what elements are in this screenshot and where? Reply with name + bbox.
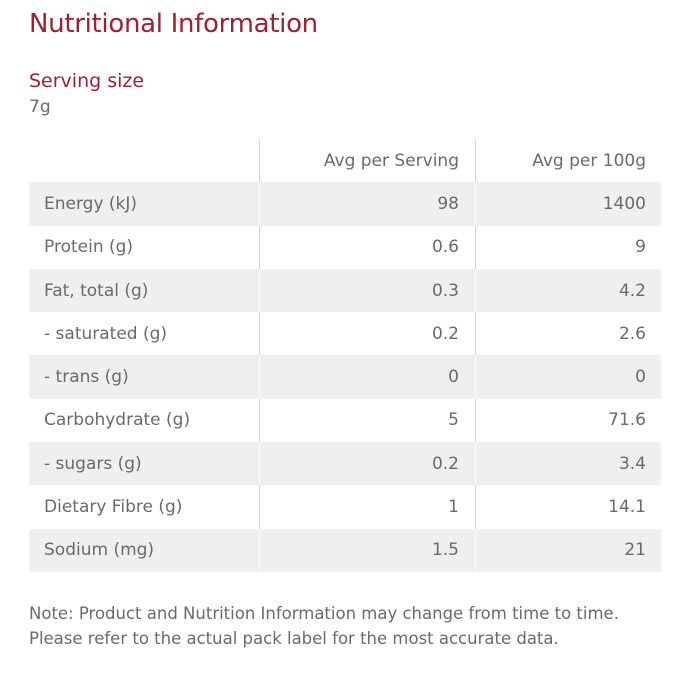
per-serving-value: 1 (260, 485, 476, 529)
per-serving-value: 0.2 (260, 312, 476, 356)
nutrient-name: - saturated (g) (29, 312, 260, 356)
nutrient-name: Dietary Fibre (g) (29, 485, 260, 529)
per-100g-value: 9 (635, 237, 646, 258)
table-row: Carbohydrate (g) 5 71.6 (29, 398, 661, 443)
table-row: Protein (g) 0.6 9 (29, 225, 661, 269)
per-100g-value: 21 (624, 540, 646, 561)
nutrient-name: Carbohydrate (g) (29, 398, 260, 443)
header-per-100g: Avg per 100g (532, 150, 646, 171)
nutrient-name: Protein (g) (29, 225, 260, 269)
page-title: Nutritional Information (29, 9, 318, 39)
table-row: Energy (kJ) 98 1400 (29, 182, 661, 226)
per-serving-value: 0.3 (260, 268, 476, 313)
nutrition-table: Avg per Serving Avg per 100g Energy (kJ)… (29, 139, 661, 572)
header-nutrient (29, 139, 260, 183)
table-row: - trans (g) 0 0 (29, 355, 661, 399)
header-per-serving: Avg per Serving (260, 139, 476, 183)
disclaimer-note: Note: Product and Nutrition Information … (29, 604, 619, 648)
per-100g-value: 2.6 (618, 323, 646, 344)
table-row: Dietary Fibre (g) 1 14.1 (29, 485, 661, 529)
nutrient-name: Fat, total (g) (29, 268, 260, 313)
table-row: Sodium (mg) 1.5 21 (29, 528, 661, 572)
serving-size-value: 7g (29, 97, 51, 117)
per-serving-value: 0 (260, 355, 476, 399)
table-row: Fat, total (g) 0.3 4.2 (29, 268, 661, 313)
nutrient-name: Energy (kJ) (29, 182, 260, 226)
nutrient-name: Sodium (mg) (29, 528, 260, 572)
per-100g-value: 4.2 (618, 280, 646, 301)
per-100g-value: 71.6 (608, 410, 646, 431)
nutrient-name: - sugars (g) (29, 442, 260, 486)
table-row: - sugars (g) 0.2 3.4 (29, 442, 661, 486)
nutrient-name: - trans (g) (29, 355, 260, 399)
per-100g-value: 14.1 (608, 497, 646, 518)
per-serving-value: 1.5 (260, 528, 476, 572)
per-serving-value: 0.6 (260, 225, 476, 269)
serving-size-label: Serving size (29, 70, 145, 92)
per-100g-value: 1400 (602, 193, 646, 214)
table-header-row: Avg per Serving Avg per 100g (29, 139, 661, 183)
per-100g-value: 0 (635, 367, 646, 388)
per-serving-value: 98 (260, 182, 476, 226)
table-row: - saturated (g) 0.2 2.6 (29, 312, 661, 356)
per-100g-value: 3.4 (618, 453, 646, 474)
per-serving-value: 0.2 (260, 442, 476, 486)
per-serving-value: 5 (260, 398, 476, 443)
